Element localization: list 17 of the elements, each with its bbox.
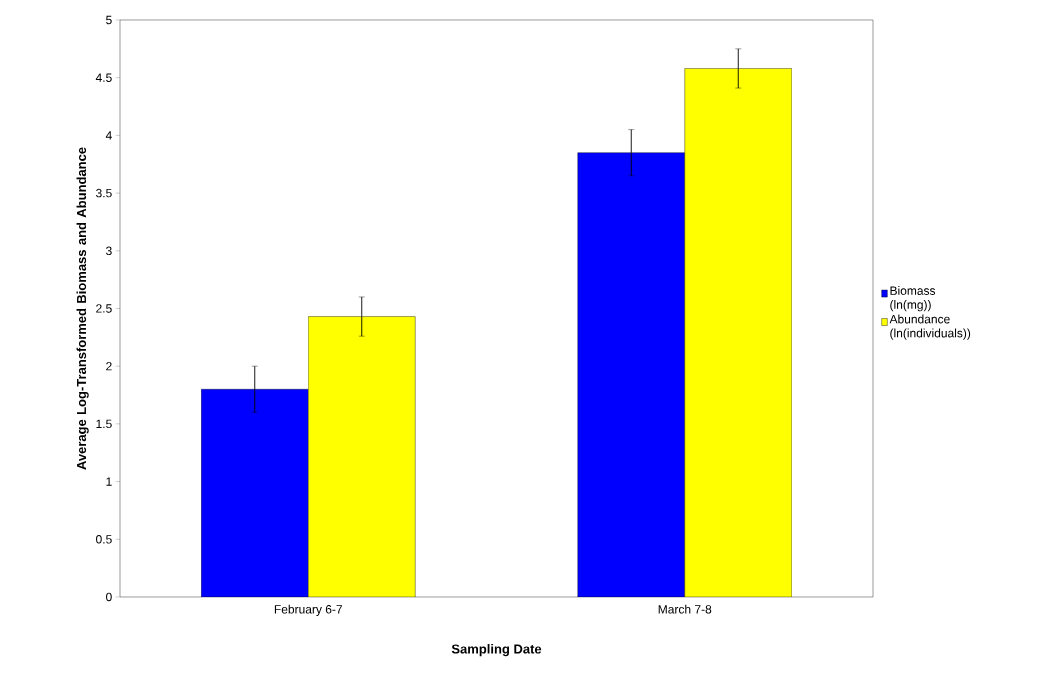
legend-label: Biomass (ln(mg)) (890, 286, 936, 312)
y-tick-label: 3 (106, 246, 112, 256)
y-tick-label: 2.5 (96, 304, 112, 313)
x-axis-title: Sampling Date (451, 644, 542, 657)
y-tick-label: 5 (106, 15, 112, 25)
y-tick-label: 4.5 (95, 73, 112, 82)
legend-label: Abundance (ln(individuals)) (889, 314, 971, 340)
y-axis-title: Average Log-Transformed Biomass and Abundance (76, 147, 89, 470)
y-tick-label: 4 (105, 131, 112, 140)
y-tick-label: 1 (106, 477, 112, 486)
x-tick-label: February 6-7 (274, 604, 342, 616)
y-tick-label: 0 (106, 592, 112, 602)
y-tick-label: 0.5 (96, 535, 112, 544)
y-tick-label: 1.5 (96, 419, 112, 429)
x-tick-label: March 7-8 (658, 604, 712, 614)
y-tick-label: 3.5 (96, 188, 112, 198)
y-tick-label: 2 (106, 362, 112, 371)
